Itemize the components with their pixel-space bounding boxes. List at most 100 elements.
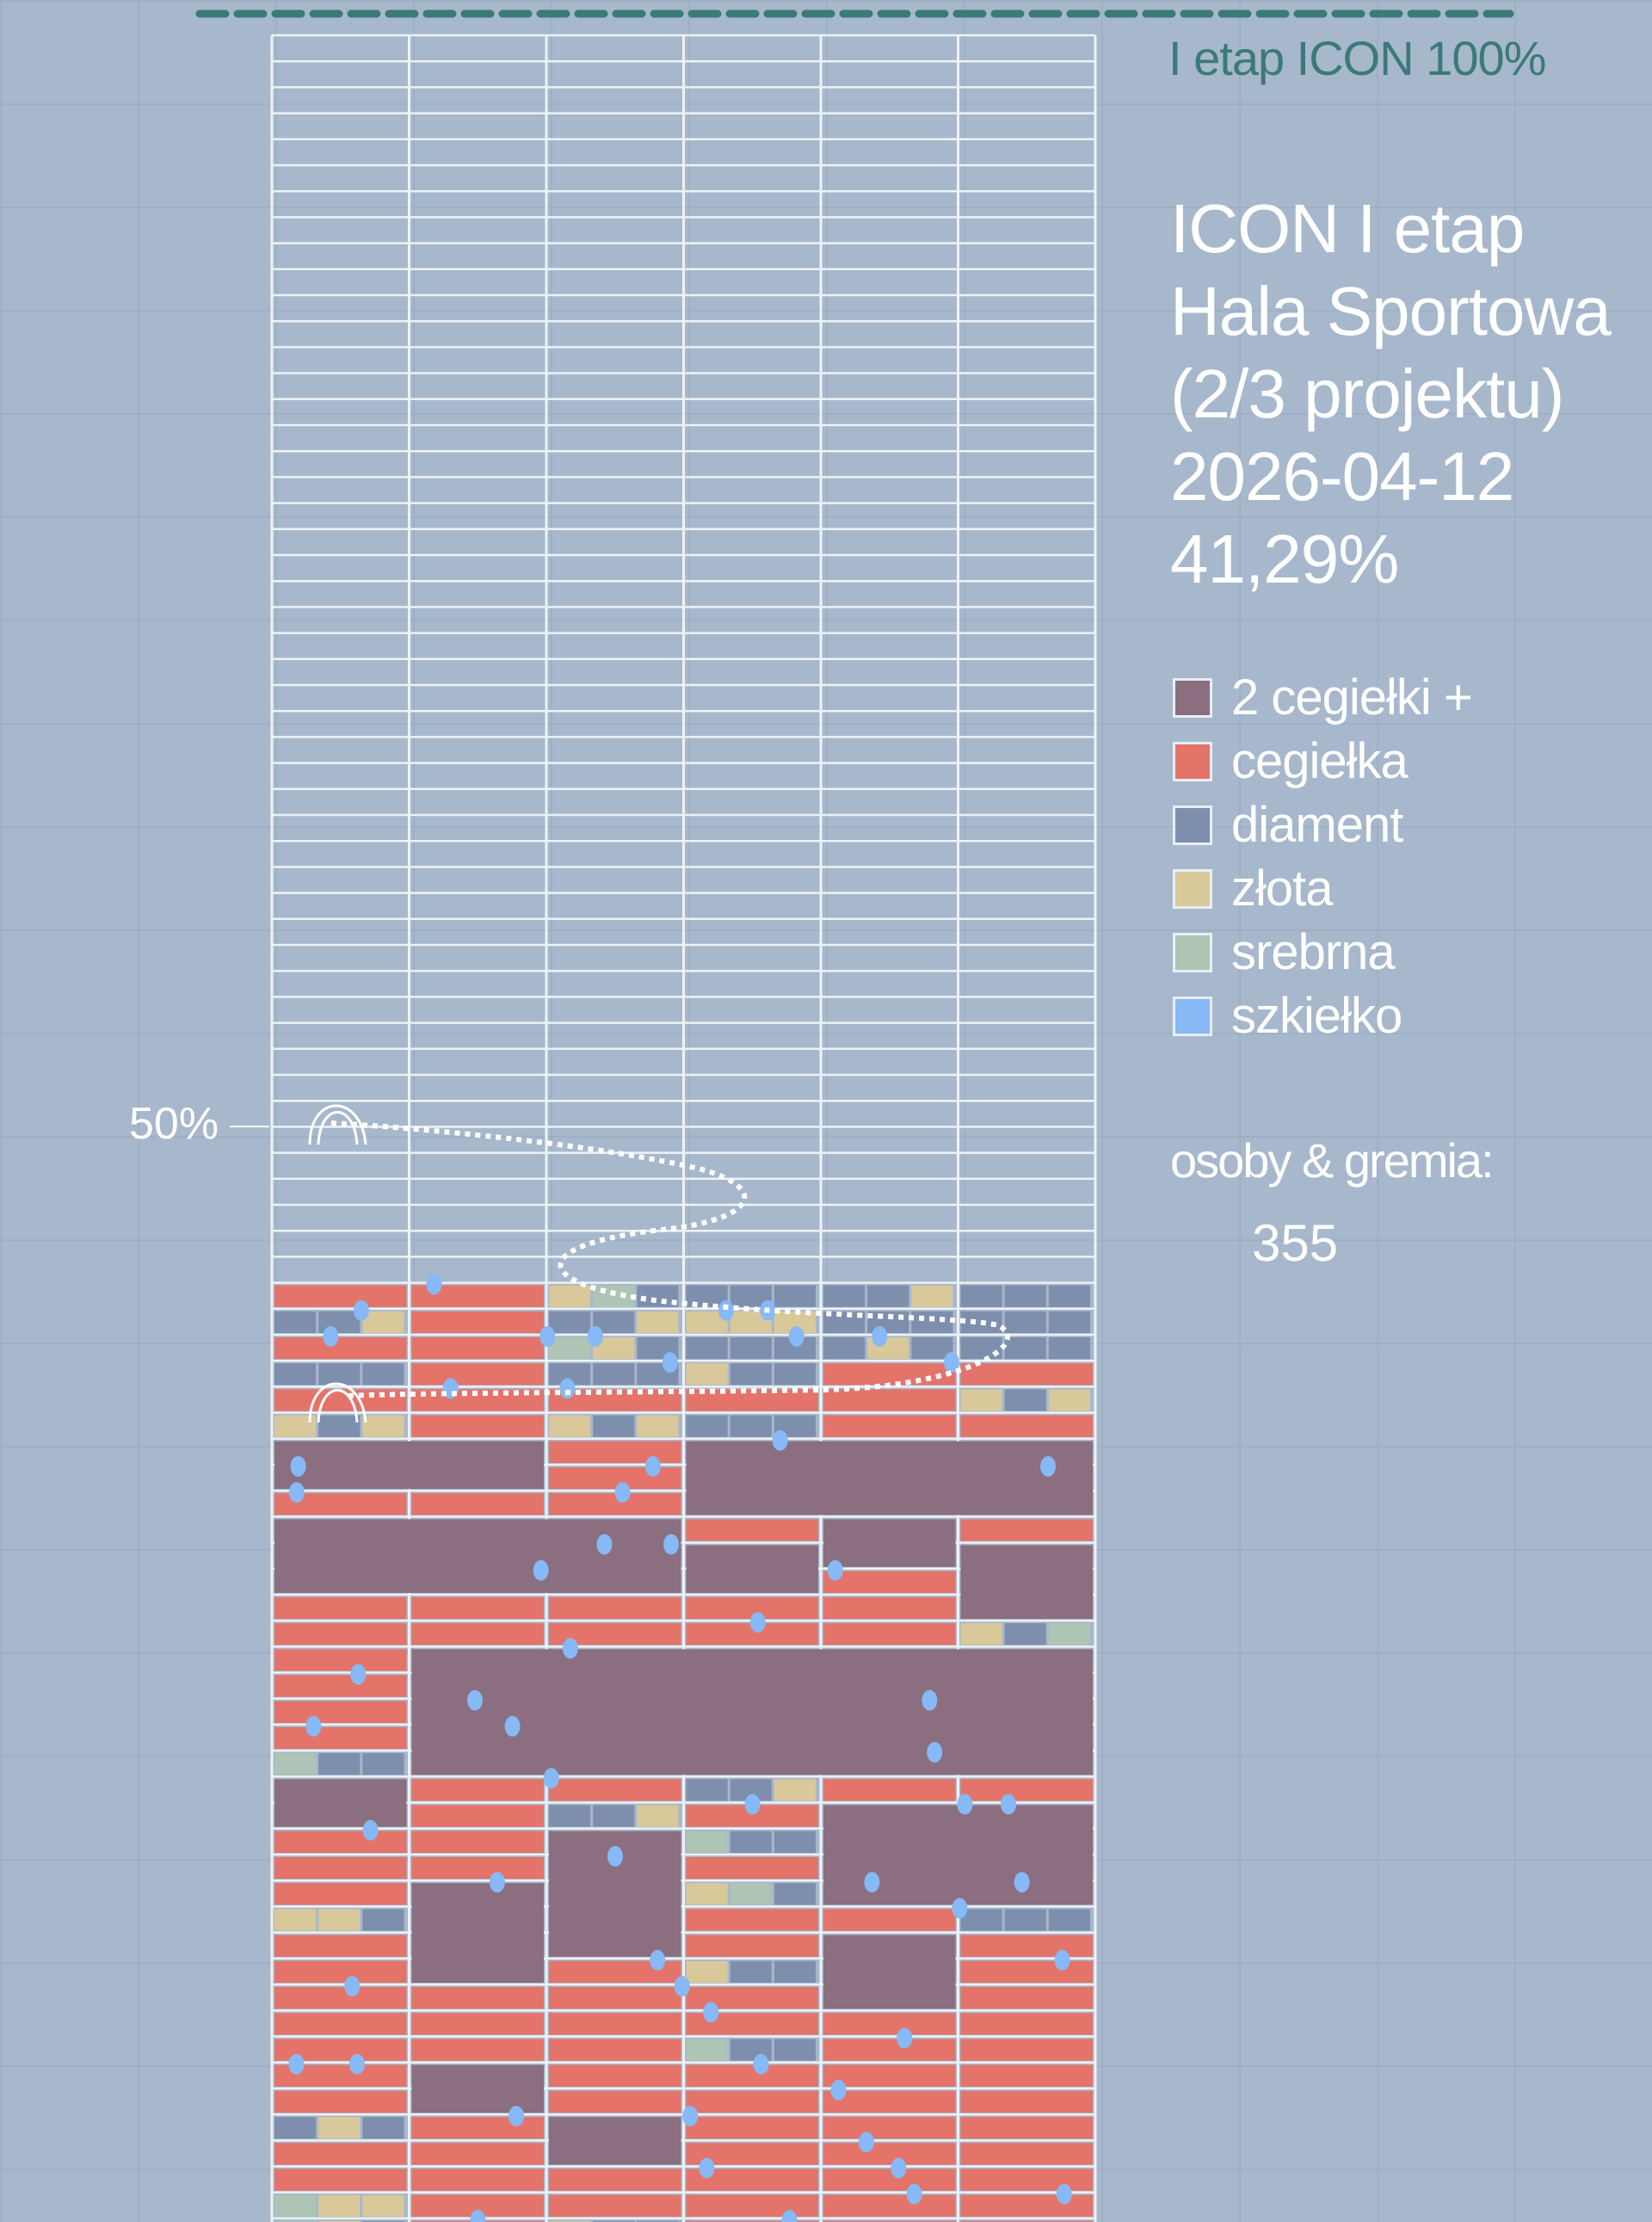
legend-item-cegielka: cegiełka — [1173, 733, 1409, 790]
brick-cegielka — [549, 2090, 681, 2113]
brick-diament — [1004, 1623, 1046, 1645]
brick-diament — [774, 1883, 816, 1905]
szkielko-dot — [533, 1559, 549, 1581]
brick-cegielka — [274, 1285, 407, 1307]
brick-cegielka — [411, 1805, 544, 1827]
brick-diament — [774, 1830, 816, 1853]
szkielko-dot — [952, 1898, 968, 1919]
legend-item-srebrna: srebrna — [1173, 924, 1396, 981]
brick-cegielka — [823, 2117, 956, 2139]
szkielko-dot — [922, 1689, 938, 1711]
legend-swatch — [1173, 805, 1212, 845]
szkielko-dot — [864, 1872, 880, 1893]
brick-diament — [362, 2220, 404, 2222]
szkielko-dot — [753, 2053, 769, 2075]
brick-diament — [318, 1311, 361, 1333]
brick-diament — [362, 1753, 404, 1775]
brick-cegielka — [411, 1830, 544, 1853]
brick-diament — [686, 1779, 728, 1801]
brick-cegielka — [411, 1493, 544, 1515]
brick-cegielka — [274, 2013, 407, 2035]
brick-cegielka — [823, 1623, 956, 1645]
arch-icon — [308, 1382, 367, 1423]
brick-cegielka — [274, 2169, 407, 2191]
brick-cegielka — [411, 1623, 544, 1645]
brick-cegielka — [411, 2117, 544, 2139]
szkielko-dot — [650, 1949, 666, 1971]
brick-diament — [774, 1363, 816, 1386]
brick-cegielka — [823, 2013, 956, 2035]
brick-cegielka — [549, 1441, 681, 1463]
brick-cegielka — [274, 2143, 407, 2165]
brick-cegielka — [960, 1987, 1093, 2009]
szkielko-dot — [426, 1274, 442, 1295]
brick-cegielka — [960, 2169, 1093, 2191]
brick-cegielka — [686, 1935, 818, 1957]
brick-cegielka — [274, 1935, 407, 1957]
brick-cegielka — [960, 2013, 1093, 2035]
szkielko-dot — [1000, 1793, 1016, 1815]
szkielko-dot — [927, 1742, 943, 1763]
brick-diament — [686, 1337, 728, 1360]
szkielko-dot — [772, 1429, 788, 1451]
brick-diament — [362, 2117, 404, 2139]
brick-2-cegielki — [823, 1935, 956, 2009]
szkielko-dot — [559, 1378, 576, 1399]
legend-swatch — [1173, 678, 1212, 718]
brick-cegielka — [960, 2117, 1093, 2139]
brick-srebrna — [730, 1883, 772, 1905]
target-label: I etap ICON 100% — [1168, 31, 1546, 85]
legend-label: diament — [1231, 797, 1403, 853]
brick-cegielka — [823, 2220, 956, 2222]
brick-diament — [362, 1363, 404, 1386]
brick-srebrna — [274, 1753, 317, 1775]
brick-cegielka — [549, 2013, 681, 2035]
brick-zlota — [1048, 1389, 1090, 1411]
brick-diament — [823, 1285, 866, 1307]
brick-cegielka — [686, 1857, 818, 1879]
brick-diament — [318, 1415, 361, 1437]
brick-diament — [911, 1311, 953, 1333]
brick-cegielka — [960, 2220, 1093, 2222]
szkielko-dot — [350, 1663, 367, 1685]
legend-swatch — [1173, 933, 1212, 972]
brick-diament — [730, 1830, 772, 1853]
title-line-percent: 41,29% — [1170, 521, 1399, 597]
szkielko-dot — [827, 1559, 843, 1581]
brick-diament — [549, 1311, 591, 1333]
brick-2-cegielki — [411, 1649, 1093, 1775]
brick-zlota — [637, 1415, 679, 1437]
title-block: ICON I etap Hala Sportowa (2/3 projektu)… — [1170, 188, 1612, 601]
brick-cegielka — [549, 2194, 681, 2217]
brick-cegielka — [274, 1857, 407, 1879]
brick-diament — [318, 1753, 361, 1775]
brick-cegielka — [960, 2065, 1093, 2087]
brick-cegielka — [960, 2194, 1093, 2217]
brick-srebrna — [686, 1830, 728, 1853]
brick-diament — [960, 1909, 1002, 1931]
brick-cegielka — [686, 2117, 818, 2139]
title-line-scope: (2/3 projektu) — [1170, 355, 1564, 432]
brick-2-cegielki — [960, 1545, 1093, 1620]
brick-zlota — [549, 1415, 591, 1437]
szkielko-dot — [1054, 1949, 1070, 1971]
szkielko-dot — [1056, 2183, 1072, 2205]
legend-swatch — [1173, 997, 1212, 1036]
brick-cegielka — [823, 2090, 956, 2113]
legend-item-diament: diament — [1173, 797, 1403, 854]
legend-label: 2 cegiełki + — [1231, 670, 1473, 725]
brick-cegielka — [411, 1415, 544, 1437]
brick-cegielka — [549, 1987, 681, 2009]
brick-2-cegielki — [686, 1545, 818, 1593]
brick-cegielka — [823, 2065, 956, 2087]
szkielko-dot — [1040, 1456, 1057, 1477]
szkielko-dot — [305, 1716, 322, 1737]
brick-zlota — [362, 2194, 404, 2217]
szkielko-dot — [539, 1326, 556, 1347]
szkielko-dot — [644, 1456, 661, 1477]
brick-cegielka — [411, 1779, 544, 1801]
brick-zlota — [274, 1909, 317, 1931]
brick-diament — [960, 1285, 1002, 1307]
brick-diament — [1048, 1285, 1090, 1307]
szkielko-dot — [504, 1716, 521, 1737]
